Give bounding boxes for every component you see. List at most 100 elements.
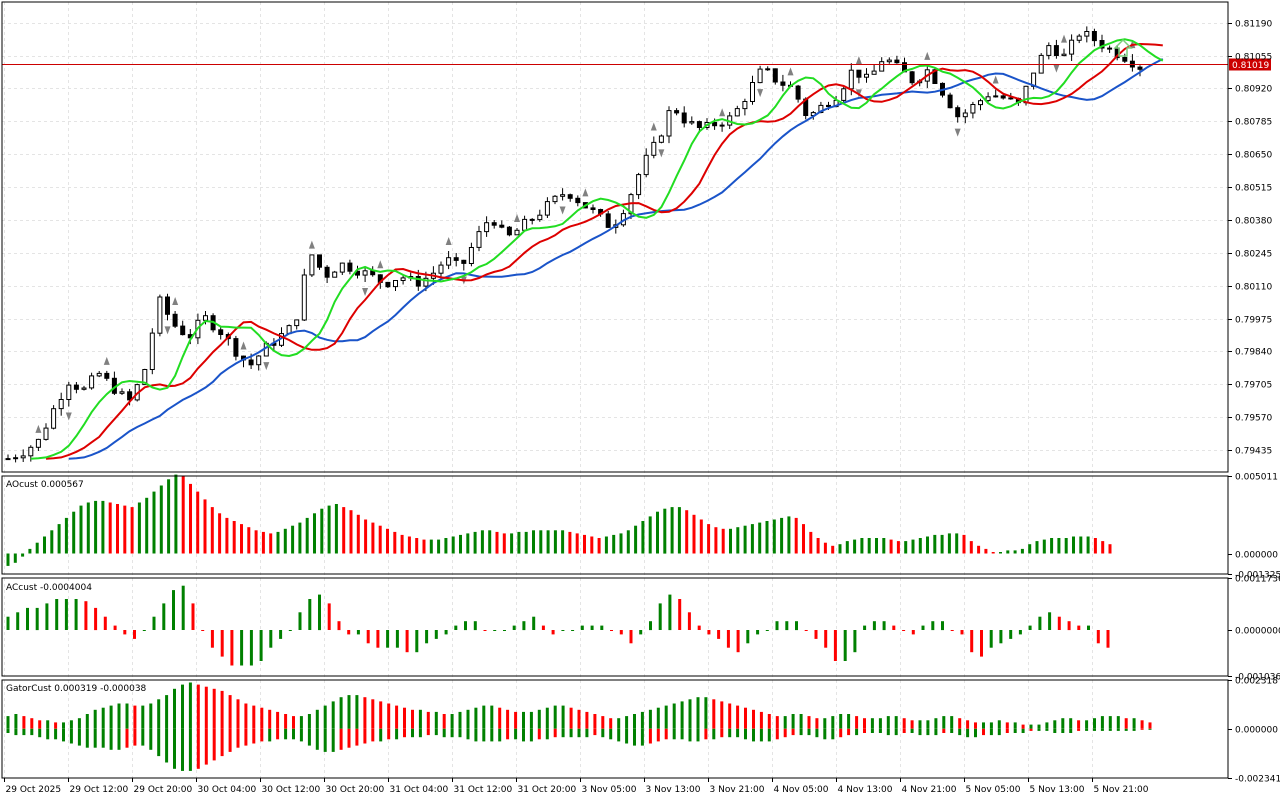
- candle[interactable]: [681, 112, 687, 124]
- candle[interactable]: [841, 88, 847, 101]
- candle[interactable]: [765, 68, 771, 71]
- candle[interactable]: [864, 73, 869, 78]
- candle[interactable]: [970, 104, 976, 114]
- ac-panel[interactable]: [6, 585, 1110, 666]
- candle[interactable]: [567, 194, 573, 199]
- candle[interactable]: [1076, 35, 1082, 41]
- candle[interactable]: [947, 94, 953, 109]
- candle[interactable]: [180, 325, 186, 336]
- candle[interactable]: [1069, 39, 1075, 55]
- price-panel[interactable]: 0.81019: [2, 26, 1271, 463]
- candle[interactable]: [1053, 45, 1059, 56]
- candle[interactable]: [5, 458, 11, 461]
- candle[interactable]: [1091, 31, 1097, 42]
- candle[interactable]: [514, 229, 520, 236]
- candle[interactable]: [20, 455, 26, 459]
- candle[interactable]: [506, 226, 512, 236]
- candle[interactable]: [81, 387, 87, 390]
- candle[interactable]: [658, 135, 664, 143]
- candle[interactable]: [96, 372, 102, 377]
- candle[interactable]: [393, 280, 398, 288]
- candle[interactable]: [636, 174, 642, 196]
- candle[interactable]: [1107, 47, 1113, 50]
- candle[interactable]: [294, 319, 300, 327]
- candle[interactable]: [468, 247, 474, 264]
- candle[interactable]: [643, 154, 649, 176]
- candle[interactable]: [605, 213, 611, 228]
- candle[interactable]: [400, 277, 406, 281]
- candle[interactable]: [438, 264, 444, 274]
- candle[interactable]: [537, 214, 543, 221]
- candle[interactable]: [978, 100, 983, 106]
- candle[interactable]: [347, 262, 353, 272]
- candle[interactable]: [552, 195, 558, 203]
- candle[interactable]: [1046, 45, 1052, 56]
- candle[interactable]: [13, 457, 19, 460]
- candle[interactable]: [750, 82, 755, 102]
- candle[interactable]: [51, 408, 57, 429]
- candle[interactable]: [962, 112, 968, 118]
- candle[interactable]: [73, 384, 79, 390]
- candle[interactable]: [886, 59, 892, 63]
- candle[interactable]: [575, 197, 581, 204]
- candle[interactable]: [909, 71, 915, 84]
- candle[interactable]: [491, 222, 497, 226]
- candle[interactable]: [142, 369, 148, 386]
- candle[interactable]: [795, 85, 801, 100]
- candle[interactable]: [1000, 95, 1006, 99]
- candle[interactable]: [423, 277, 429, 287]
- candle[interactable]: [696, 121, 702, 128]
- candle[interactable]: [1061, 53, 1067, 57]
- candle[interactable]: [651, 141, 657, 156]
- candle[interactable]: [590, 207, 596, 210]
- candle[interactable]: [127, 391, 133, 401]
- candle[interactable]: [256, 355, 262, 366]
- candle[interactable]: [233, 338, 239, 357]
- candle[interactable]: [1099, 40, 1105, 49]
- candle[interactable]: [522, 218, 528, 231]
- candle[interactable]: [301, 274, 307, 321]
- candle[interactable]: [309, 254, 315, 276]
- candle[interactable]: [104, 372, 110, 379]
- candle[interactable]: [544, 201, 550, 216]
- candle[interactable]: [385, 281, 391, 288]
- candle[interactable]: [712, 122, 718, 127]
- candle[interactable]: [157, 296, 163, 334]
- candle[interactable]: [499, 224, 505, 228]
- candle[interactable]: [871, 70, 877, 75]
- candle[interactable]: [324, 266, 330, 278]
- candle[interactable]: [218, 329, 224, 335]
- candle[interactable]: [780, 81, 786, 86]
- candle[interactable]: [529, 218, 535, 221]
- candle[interactable]: [484, 222, 490, 233]
- candle[interactable]: [742, 101, 748, 110]
- candle[interactable]: [332, 271, 338, 278]
- candle[interactable]: [674, 110, 680, 114]
- candle[interactable]: [666, 110, 672, 137]
- candle[interactable]: [58, 399, 64, 410]
- gator-panel[interactable]: [6, 682, 1152, 771]
- candle[interactable]: [560, 194, 566, 197]
- candle[interactable]: [339, 262, 345, 273]
- candle[interactable]: [1137, 66, 1143, 70]
- candle[interactable]: [848, 69, 854, 90]
- candle[interactable]: [734, 108, 740, 117]
- candle[interactable]: [772, 68, 778, 83]
- candle[interactable]: [43, 427, 49, 440]
- candle[interactable]: [165, 296, 170, 315]
- candle[interactable]: [317, 254, 322, 268]
- candle[interactable]: [362, 270, 368, 276]
- candle[interactable]: [985, 96, 991, 102]
- candle[interactable]: [446, 257, 452, 266]
- candle[interactable]: [826, 104, 831, 108]
- candle[interactable]: [248, 359, 254, 366]
- candle[interactable]: [119, 391, 125, 394]
- candle[interactable]: [757, 68, 763, 84]
- candle[interactable]: [89, 375, 95, 389]
- candle[interactable]: [955, 107, 961, 118]
- candle[interactable]: [172, 313, 178, 327]
- candle[interactable]: [1122, 57, 1128, 62]
- candle[interactable]: [203, 315, 208, 321]
- candle[interactable]: [1008, 97, 1014, 100]
